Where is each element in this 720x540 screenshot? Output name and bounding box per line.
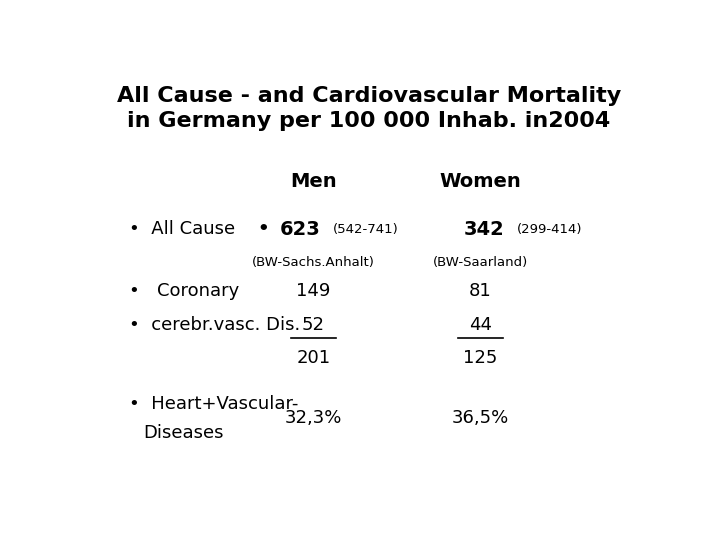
Text: 623: 623 <box>280 220 320 239</box>
Text: (542-741): (542-741) <box>333 222 398 235</box>
Text: 81: 81 <box>469 282 492 300</box>
Text: All Cause - and Cardiovascular Mortality
in Germany per 100 000 Inhab. in2004: All Cause - and Cardiovascular Mortality… <box>117 85 621 131</box>
Text: •  cerebr.vasc. Dis.: • cerebr.vasc. Dis. <box>129 316 300 334</box>
Text: Men: Men <box>290 172 336 191</box>
Text: 32,3%: 32,3% <box>284 409 342 427</box>
Text: 201: 201 <box>296 349 330 367</box>
Text: •   Coronary: • Coronary <box>129 282 239 300</box>
Text: 52: 52 <box>302 316 325 334</box>
Text: Diseases: Diseases <box>143 424 223 442</box>
Text: •: • <box>258 220 269 238</box>
Text: Women: Women <box>440 172 521 191</box>
Text: 149: 149 <box>296 282 330 300</box>
Text: (BW-Saarland): (BW-Saarland) <box>433 256 528 269</box>
Text: •  All Cause: • All Cause <box>129 220 235 238</box>
Text: (BW-Sachs.Anhalt): (BW-Sachs.Anhalt) <box>252 256 374 269</box>
Text: 125: 125 <box>464 349 498 367</box>
Text: 44: 44 <box>469 316 492 334</box>
Text: •  Heart+Vascular-: • Heart+Vascular- <box>129 395 298 413</box>
Text: 36,5%: 36,5% <box>452 409 509 427</box>
Text: (299-414): (299-414) <box>517 222 582 235</box>
Text: 342: 342 <box>464 220 505 239</box>
